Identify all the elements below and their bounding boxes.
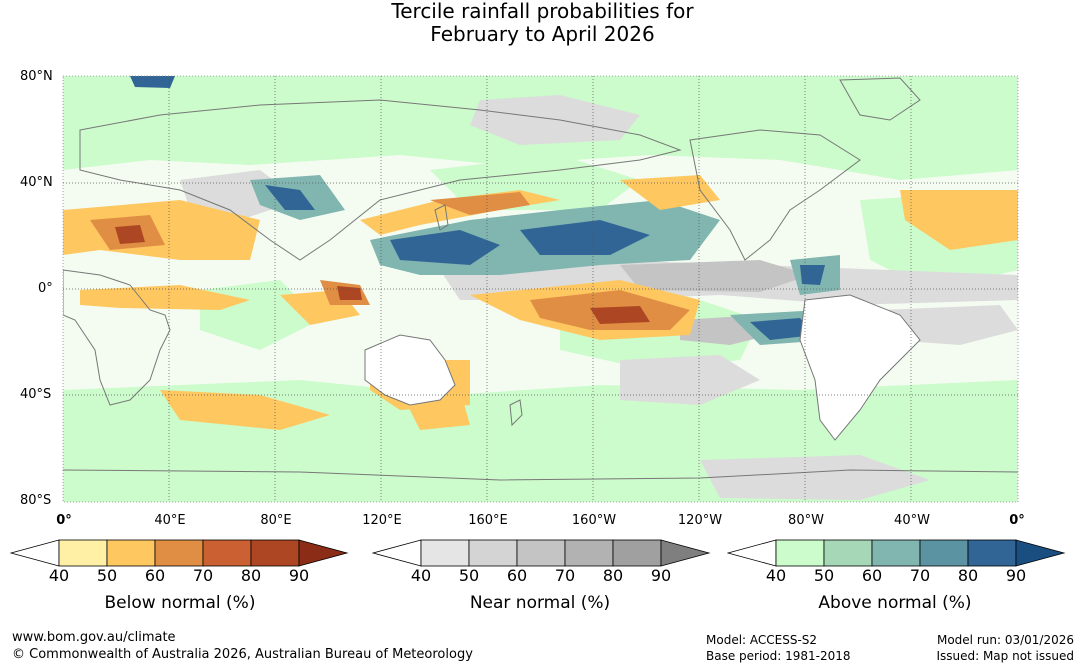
lon-label-120e: 120°E [362,513,402,528]
map-svg [62,75,1019,503]
legend-swatch [106,539,156,567]
legend-near-normal-title: Near normal (%) [469,593,611,613]
title-line-2: February to April 2026 [430,22,655,46]
legend-swatch [775,539,825,567]
rainfall-map [0,60,1085,530]
legend-swatch [823,539,873,567]
map-title: Tercile rainfall probabilities for Febru… [0,0,1085,46]
legend-tick-label: 40 [48,566,70,585]
legend-high-arrow [660,539,711,567]
legend-swatch [154,539,204,567]
lon-label-40e: 40°E [154,513,186,528]
legend-low-arrow [727,539,777,567]
legend-high-arrow [1015,539,1066,567]
legend-swatch [516,539,566,567]
land-masses [63,77,1018,481]
legend-tick-label: 60 [861,566,883,585]
footer-model: Model: ACCESS-S2 [706,633,818,647]
legend-swatch [564,539,614,567]
lon-label-160w: 160°W [571,513,617,528]
legend-swatch [967,539,1017,567]
legend-swatch [420,539,470,567]
footer-website: www.bom.gov.au/climate [12,630,176,645]
legend-tick-label: 50 [458,566,480,585]
lon-label-80w: 80°W [788,513,824,528]
below-normal-dark-areas [115,225,650,324]
graticule [63,76,1018,502]
above-normal-dark-areas [130,76,825,340]
legend-below-normal [10,538,350,568]
legend-tick-label: 70 [909,566,931,585]
legend-near-normal [372,538,712,568]
legend-tick-label: 50 [813,566,835,585]
legend-swatch [250,539,300,567]
legend-above-normal-title: Above normal (%) [818,593,972,613]
lat-label-equator: 0° [38,281,53,296]
lon-label-0-right: 0° [1009,513,1025,528]
map-field [63,76,1018,502]
footer-issued: Issued: Map not issued [936,649,1074,663]
legend-swatch [919,539,969,567]
map-frame [62,75,1019,503]
legend-tick-label: 90 [650,566,672,585]
legend-tick-label: 40 [410,566,432,585]
legend-tick-label: 70 [554,566,576,585]
lat-label-80s: 80°S [20,493,52,508]
lat-label-80n: 80°N [20,69,53,84]
legend-tick-label: 80 [240,566,262,585]
footer-copyright: © Commonwealth of Australia 2026, Austra… [12,647,473,662]
legend-tick-label: 80 [957,566,979,585]
legend-swatch [202,539,252,567]
legend-tick-label: 60 [144,566,166,585]
lat-label-40n: 40°N [20,175,53,190]
legend-tick-label: 90 [1005,566,1027,585]
legend-low-arrow [372,539,422,567]
legend-colorbar-above [727,539,1066,567]
legend-colorbar-below [10,539,349,567]
legend-high-arrow [298,539,349,567]
lat-label-40s: 40°S [20,387,52,402]
legend-tick-label: 80 [602,566,624,585]
lon-label-120w: 120°W [677,513,723,528]
lon-label-40w: 40°W [894,513,930,528]
legend-swatch [58,539,108,567]
legend-tick-label: 70 [192,566,214,585]
lon-label-160e: 160°E [468,513,508,528]
legend-swatch [871,539,921,567]
legend-swatch [468,539,518,567]
legend-tick-label: 50 [96,566,118,585]
legend-tick-label: 40 [765,566,787,585]
footer-base-period: Base period: 1981-2018 [706,649,851,663]
legend-low-arrow [10,539,60,567]
footer-model-run: Model run: 03/01/2026 [936,633,1074,647]
legend-tick-label: 60 [506,566,528,585]
lon-label-80e: 80°E [260,513,292,528]
legend-swatch [612,539,662,567]
legend-tick-label: 90 [288,566,310,585]
legend-above-normal [727,538,1067,568]
title-line-1: Tercile rainfall probabilities for [391,0,694,23]
legend-below-normal-title: Below normal (%) [104,593,256,613]
lon-label-0-left: 0° [56,513,72,528]
legend-colorbar-near [372,539,711,567]
